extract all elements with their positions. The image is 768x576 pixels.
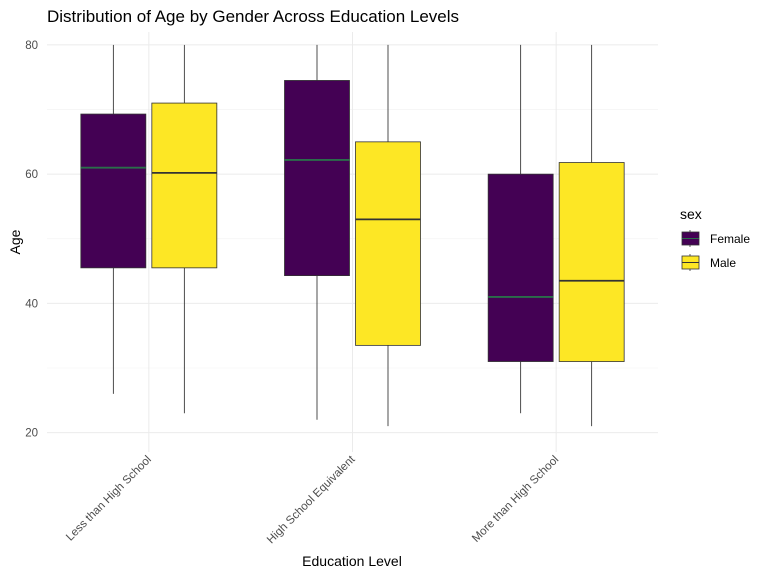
box-female — [80, 113, 147, 269]
box-female — [487, 173, 554, 362]
box-male — [558, 162, 625, 362]
legend-label-male: Male — [710, 256, 736, 270]
x-axis-ticks: Less than High School High School Equival… — [64, 453, 561, 546]
x-tick-label: More than High School — [470, 454, 561, 545]
y-tick-label: 60 — [25, 169, 38, 181]
y-tick-label: 80 — [25, 40, 38, 52]
x-axis-title: Education Level — [302, 553, 402, 569]
box-male — [151, 102, 218, 269]
legend: sex Female Male — [680, 206, 750, 271]
y-axis-ticks: 20 40 60 80 — [25, 40, 38, 440]
box-female — [284, 80, 350, 276]
y-tick-label: 40 — [25, 298, 38, 310]
y-tick-label: 20 — [25, 428, 38, 440]
legend-label-female: Female — [710, 232, 750, 246]
grid — [47, 32, 658, 452]
chart-title: Distribution of Age by Gender Across Edu… — [47, 7, 459, 26]
box-male — [355, 141, 421, 346]
x-tick-label: Less than High School — [64, 454, 154, 544]
legend-title: sex — [680, 206, 702, 222]
x-tick-label: High School Equivalent — [265, 453, 358, 546]
boxes — [80, 44, 625, 427]
y-axis-title: Age — [7, 229, 23, 254]
